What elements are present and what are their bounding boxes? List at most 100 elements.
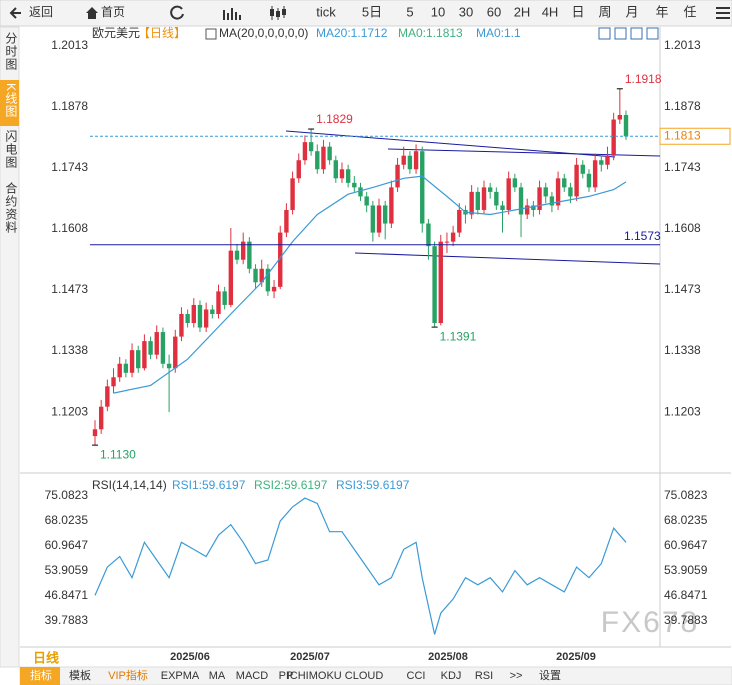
candle-body bbox=[321, 146, 326, 170]
period-button[interactable]: 30 bbox=[459, 4, 473, 19]
toolbar-button[interactable]: KDJ bbox=[441, 670, 462, 682]
low-label: 1.1130 bbox=[100, 447, 136, 461]
candle-icon[interactable] bbox=[282, 9, 286, 15]
y-tick-label: 1.1878 bbox=[51, 99, 88, 113]
back-icon bbox=[9, 7, 21, 19]
x-tick-label: 2025/06 bbox=[170, 651, 210, 663]
candle-body bbox=[339, 169, 345, 179]
toolbar-button[interactable]: RSI bbox=[475, 670, 493, 682]
candle-body bbox=[611, 119, 616, 156]
candle-body bbox=[278, 232, 283, 287]
candle-body bbox=[271, 286, 277, 292]
indicator-label: MA(20,0,0,0,0,0) bbox=[219, 26, 308, 40]
y-tick-label: 53.9059 bbox=[45, 563, 89, 577]
y-tick-label: 1.1473 bbox=[51, 282, 88, 296]
candle-body bbox=[506, 178, 511, 210]
side-tab[interactable]: 闪电图 bbox=[4, 130, 18, 169]
y-tick-label: 60.9647 bbox=[45, 538, 89, 552]
period-button[interactable]: 日 bbox=[571, 4, 584, 19]
period-button[interactable]: 周 bbox=[598, 4, 611, 19]
refresh-icon[interactable] bbox=[170, 5, 184, 20]
low-label: 1.1391 bbox=[440, 329, 477, 343]
toolbar-button[interactable]: MACD bbox=[236, 670, 268, 682]
high-label: 1.1829 bbox=[316, 112, 353, 126]
candle-body bbox=[105, 386, 110, 407]
period-button[interactable]: 10 bbox=[431, 4, 445, 19]
candle-body bbox=[555, 178, 561, 206]
candle-body bbox=[395, 164, 400, 188]
y-tick-label: 1.1743 bbox=[664, 160, 701, 174]
back-button[interactable]: 返回 bbox=[29, 5, 53, 19]
side-tab[interactable]: K线图 bbox=[4, 83, 18, 118]
toolbar-button[interactable]: 指标 bbox=[30, 668, 52, 682]
side-tab[interactable]: 分时图 bbox=[4, 32, 18, 71]
candle-body bbox=[617, 115, 623, 120]
y-tick-label: 68.0235 bbox=[664, 513, 708, 527]
candle-body bbox=[543, 187, 548, 197]
chart-tools[interactable] bbox=[598, 27, 659, 40]
candle-body bbox=[475, 191, 481, 210]
period-button[interactable]: 60 bbox=[487, 4, 501, 19]
menu-icon[interactable] bbox=[716, 7, 730, 19]
active-bottom-tab bbox=[20, 667, 60, 685]
toolbar-button[interactable]: PP bbox=[279, 670, 294, 682]
candle-body bbox=[494, 191, 499, 206]
home-icon bbox=[86, 7, 98, 19]
period-button[interactable]: 5日 bbox=[362, 4, 382, 19]
period-button[interactable]: 月 bbox=[625, 4, 638, 19]
candle-body bbox=[364, 196, 369, 206]
candle-body bbox=[358, 187, 363, 197]
period-button[interactable]: 4H bbox=[542, 4, 559, 19]
period-tab[interactable]: 日线 bbox=[33, 650, 59, 665]
toolbar-button[interactable]: VIP指标 bbox=[108, 668, 148, 682]
candle-body bbox=[148, 341, 153, 355]
candle-body bbox=[469, 191, 474, 215]
candle-body bbox=[129, 350, 135, 373]
legend-item: MA0:1.1813 bbox=[398, 26, 463, 40]
candle-body bbox=[296, 160, 301, 179]
home-button[interactable]: 首页 bbox=[101, 5, 125, 19]
candle-body bbox=[290, 178, 295, 210]
y-tick-label: 1.1878 bbox=[664, 99, 701, 113]
candle-body bbox=[432, 246, 437, 324]
candle-body bbox=[401, 155, 406, 165]
toolbar-button[interactable]: MA bbox=[209, 670, 226, 682]
top-toolbar bbox=[0, 0, 732, 27]
candle-body bbox=[457, 209, 462, 233]
y-tick-label: 39.7883 bbox=[45, 613, 89, 627]
candle-body bbox=[265, 268, 271, 292]
candle-body bbox=[537, 187, 542, 210]
settings-icon[interactable] bbox=[205, 28, 217, 40]
toolbar-button[interactable]: ICHIMOKU CLOUD bbox=[287, 670, 384, 682]
period-button[interactable]: 任 bbox=[683, 4, 696, 19]
candle-body bbox=[210, 309, 215, 314]
candle-body bbox=[222, 291, 227, 305]
watermark: FX678 bbox=[601, 606, 699, 639]
toolbar-button[interactable]: EXPMA bbox=[161, 670, 200, 682]
side-tab[interactable]: 合约资料 bbox=[4, 181, 18, 234]
period-button[interactable]: 2H bbox=[514, 4, 531, 19]
period-button[interactable]: 年 bbox=[655, 4, 668, 19]
toolbar-button[interactable]: CCI bbox=[407, 670, 426, 682]
period-button[interactable]: 5 bbox=[406, 4, 413, 19]
candle-body bbox=[253, 268, 258, 283]
y-tick-label: 1.1473 bbox=[664, 282, 701, 296]
x-tick-label: 2025/09 bbox=[556, 651, 596, 663]
toolbar-button[interactable]: 模板 bbox=[69, 668, 91, 682]
y-tick-label: 1.2013 bbox=[664, 38, 701, 52]
candle-body bbox=[247, 241, 252, 269]
candle-body bbox=[525, 205, 530, 215]
toolbar-button[interactable]: >> bbox=[510, 670, 523, 682]
candle-body bbox=[308, 142, 314, 152]
toolbar-button[interactable]: 设置 bbox=[539, 669, 561, 682]
candle-body bbox=[438, 241, 443, 324]
chart-icon[interactable] bbox=[223, 8, 241, 20]
candle-body bbox=[216, 291, 221, 314]
last-price-label: 1.1813 bbox=[664, 128, 701, 142]
candle-body bbox=[518, 187, 524, 215]
period-button[interactable]: tick bbox=[316, 4, 336, 19]
y-tick-label: 46.8471 bbox=[45, 588, 89, 602]
legend-item: MA0:1.1 bbox=[476, 26, 521, 40]
candle-body bbox=[142, 341, 147, 369]
candle-body bbox=[382, 205, 388, 224]
